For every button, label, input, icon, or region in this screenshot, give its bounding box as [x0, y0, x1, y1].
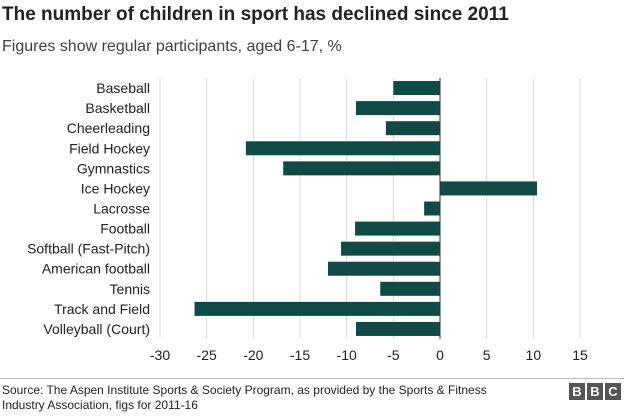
- bar: [194, 301, 440, 316]
- bar: [283, 161, 440, 176]
- category-label: Gymnastics: [77, 160, 150, 176]
- bar: [341, 241, 440, 256]
- bar: [393, 81, 440, 96]
- bar: [355, 221, 440, 236]
- x-tick-label: -10: [337, 347, 357, 363]
- bar: [356, 101, 440, 116]
- bar: [380, 281, 440, 296]
- chart-subtitle: Figures show regular participants, aged …: [2, 38, 342, 55]
- category-label: Basketball: [85, 100, 150, 116]
- x-tick-label: 0: [436, 347, 444, 363]
- x-tick-label: -15: [290, 347, 310, 363]
- x-tick-label: -20: [243, 347, 263, 363]
- bars: [194, 81, 538, 336]
- bar: [440, 181, 538, 196]
- category-label: Volleyball (Court): [43, 321, 150, 337]
- category-label: Field Hockey: [69, 140, 150, 156]
- x-tick-label: 15: [572, 347, 588, 363]
- footer-divider: [0, 378, 624, 379]
- category-label: Football: [100, 221, 150, 237]
- x-axis-tick-labels: -30 -25 -20 -15 -10 -5 0 5 10 15: [150, 347, 588, 363]
- x-tick-label: 5: [483, 347, 491, 363]
- bar: [328, 261, 440, 276]
- bar: [385, 121, 440, 136]
- bbc-logo: B B C: [569, 383, 621, 400]
- category-label: Ice Hockey: [81, 180, 150, 196]
- gridlines: [159, 78, 581, 339]
- category-label: Cheerleading: [67, 120, 150, 136]
- category-label: Softball (Fast-Pitch): [27, 241, 150, 257]
- category-label: Baseball: [96, 80, 150, 96]
- bar: [356, 321, 440, 336]
- bar: [424, 201, 440, 216]
- category-label: Tennis: [110, 281, 150, 297]
- category-labels: Baseball Basketball Cheerleading Field Hock…: [27, 80, 150, 337]
- x-tick-label: -25: [197, 347, 217, 363]
- category-label: Track and Field: [54, 301, 150, 317]
- x-tick-label: 10: [526, 347, 542, 363]
- category-label: Lacrosse: [93, 201, 150, 217]
- source-note: Source: The Aspen Institute Sports & Soc…: [2, 383, 487, 412]
- logo-letter: B: [587, 383, 603, 400]
- logo-letter: C: [605, 383, 621, 400]
- category-label: American football: [42, 261, 150, 277]
- x-tick-label: -5: [387, 347, 400, 363]
- logo-letter: B: [569, 383, 585, 400]
- bar-chart: Baseball Basketball Cheerleading Field Hock…: [27, 78, 588, 363]
- bar: [245, 141, 440, 156]
- x-tick-label: -30: [150, 347, 170, 363]
- chart-title: The number of children in sport has decl…: [2, 4, 509, 25]
